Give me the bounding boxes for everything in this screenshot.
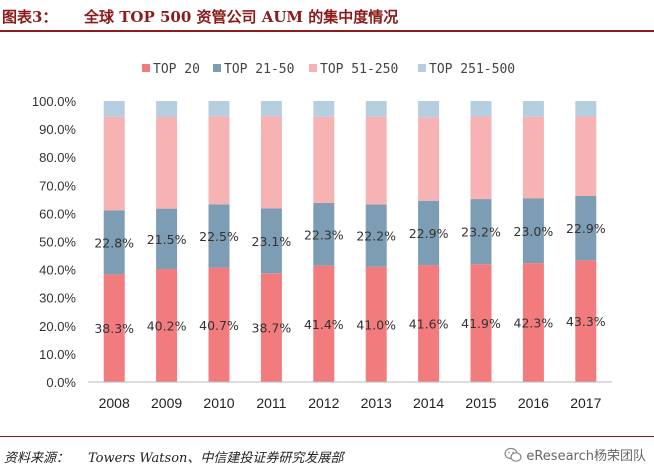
x-tick-label: 2015 — [465, 395, 496, 411]
bar-segment-top-251-500 — [260, 101, 282, 117]
data-label: 41.0% — [356, 317, 396, 332]
bar-segment-top-20 — [418, 265, 440, 382]
y-tick-label: 90.0% — [39, 122, 76, 137]
bar-segment-top-21-50 — [103, 210, 125, 275]
y-tick-label: 70.0% — [39, 178, 76, 193]
data-label: 23.0% — [514, 224, 554, 239]
x-tick-label: 2014 — [413, 395, 444, 411]
x-tick-label: 2017 — [570, 395, 601, 411]
bar-segment-top-51-250 — [260, 116, 282, 209]
data-label: 23.1% — [252, 234, 292, 249]
bar-segment-top-51-250 — [470, 116, 492, 200]
bar-segment-top-21-50 — [208, 204, 230, 268]
bar-segment-top-51-250 — [313, 116, 335, 204]
data-label: 41.9% — [461, 316, 501, 331]
x-tick-label: 2009 — [151, 395, 182, 411]
bar-segment-top-21-50 — [418, 200, 440, 266]
watermark-text: eResearch杨荣团队 — [526, 449, 646, 464]
bar-segment-top-51-250 — [522, 116, 544, 199]
watermark: eResearch杨荣团队 — [504, 445, 646, 464]
x-tick-label: 2016 — [518, 395, 549, 411]
bar-segment-top-20 — [208, 267, 230, 382]
y-tick-label: 40.0% — [39, 263, 76, 278]
y-tick-label: 50.0% — [39, 235, 76, 250]
stacked-bar-chart: 0.0% 10.0% 20.0% 30.0% 40.0% 50.0% 60.0% 70.0% 8… — [32, 62, 612, 411]
x-tick-label: 2012 — [308, 395, 339, 411]
bar-segment-top-51-250 — [156, 117, 178, 209]
data-label: 40.7% — [199, 318, 239, 333]
legend-swatch — [213, 64, 221, 72]
y-tick-label: 30.0% — [39, 291, 76, 306]
legend-label: TOP 20 — [153, 62, 200, 77]
y-tick-label: 100.0% — [32, 94, 77, 109]
data-label: 23.2% — [461, 225, 501, 240]
x-tick-label: 2013 — [361, 395, 392, 411]
y-tick-label: 20.0% — [39, 319, 76, 334]
source-label: 资料来源： — [4, 451, 70, 466]
data-label: 41.4% — [304, 317, 344, 332]
bar-segment-top-21-50 — [156, 208, 178, 270]
bar-segment-top-251-500 — [522, 101, 544, 117]
data-label: 22.9% — [566, 221, 606, 236]
bar-segment-top-21-50 — [313, 203, 335, 266]
y-tick-label: 80.0% — [39, 150, 76, 165]
y-tick-label: 60.0% — [39, 206, 76, 221]
data-label: 38.3% — [94, 321, 134, 336]
legend-label: TOP 251-500 — [429, 62, 515, 77]
data-label: 22.9% — [409, 226, 449, 241]
legend-swatch — [142, 64, 150, 72]
x-tick-label: 2011 — [256, 395, 286, 411]
bar-segment-top-51-250 — [575, 116, 597, 196]
bar-segment-top-20 — [103, 274, 125, 382]
bar-segment-top-21-50 — [575, 195, 597, 261]
bar-segment-top-51-250 — [208, 116, 230, 205]
figure-footer: 资料来源： Towers Watson、中信建投证券研究发展部 eResearc… — [0, 436, 654, 475]
bar-segment-top-251-500 — [208, 101, 230, 117]
bar-segment-top-20 — [470, 264, 492, 382]
bar-segment-top-20 — [313, 265, 335, 382]
data-label: 22.5% — [199, 229, 239, 244]
figure-header: 图表3： 全球 TOP 500 资管公司 AUM 的集中度情况 — [0, 0, 654, 32]
data-label: 22.2% — [356, 229, 396, 244]
bar-segment-top-51-250 — [103, 116, 125, 211]
legend-label: TOP 21-50 — [224, 62, 294, 77]
data-label: 21.5% — [147, 232, 187, 247]
data-label: 43.3% — [566, 314, 606, 329]
bar-segment-top-251-500 — [103, 101, 125, 117]
legend-swatch — [418, 64, 426, 72]
legend-swatch — [309, 64, 317, 72]
bar-segment-top-51-250 — [365, 116, 387, 205]
data-label: 40.2% — [147, 319, 187, 334]
data-label: 38.7% — [252, 321, 292, 336]
bar-segment-top-251-500 — [365, 101, 387, 117]
bar-segment-top-251-500 — [313, 101, 335, 117]
bar-segment-top-20 — [156, 269, 178, 382]
bar-segment-top-21-50 — [260, 208, 282, 274]
bar-segment-top-20 — [575, 260, 597, 382]
data-label: 22.8% — [94, 235, 134, 250]
bar-segment-top-20 — [522, 263, 544, 382]
bar-segment-top-20 — [260, 273, 282, 382]
bar-segment-top-51-250 — [418, 117, 440, 201]
y-tick-label: 0.0% — [46, 375, 76, 390]
figure-label: 图表3： — [2, 8, 58, 26]
x-tick-label: 2008 — [99, 395, 130, 411]
bar-segment-top-20 — [365, 266, 387, 382]
chart-title: 全球 TOP 500 资管公司 AUM 的集中度情况 — [84, 8, 399, 26]
y-tick-label: 10.0% — [39, 347, 76, 362]
bar-segment-top-21-50 — [365, 204, 387, 267]
bar-segment-top-21-50 — [522, 198, 544, 264]
wechat-icon — [504, 447, 522, 462]
bar-segment-top-21-50 — [470, 199, 492, 265]
data-label: 22.3% — [304, 227, 344, 242]
data-label: 41.6% — [409, 317, 449, 332]
legend-label: TOP 51-250 — [320, 62, 398, 77]
bar-segment-top-251-500 — [470, 101, 492, 117]
bar-segment-top-251-500 — [156, 101, 178, 118]
data-label: 42.3% — [514, 316, 554, 331]
x-tick-label: 2010 — [203, 395, 234, 411]
bar-segment-top-251-500 — [575, 101, 597, 117]
source-text: Towers Watson、中信建投证券研究发展部 — [88, 451, 344, 466]
bar-segment-top-251-500 — [418, 101, 440, 118]
